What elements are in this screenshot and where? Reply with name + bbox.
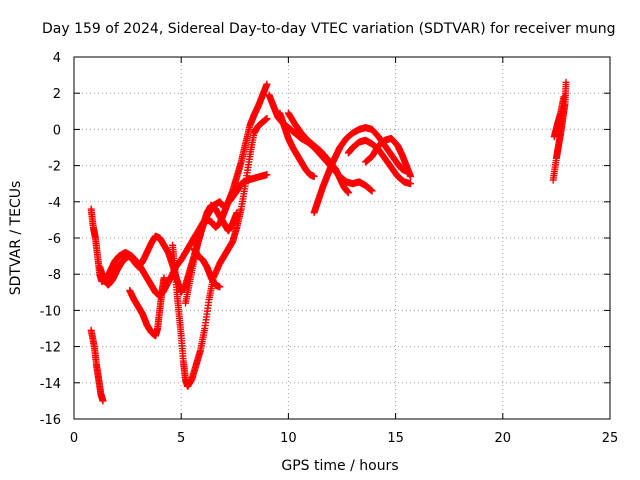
axis-ticks: 0 5 10 15 20 25 -16 -14 -12 -10 -8 -6 -4 -2 0 2 4 <box>40 51 619 446</box>
y-tick-label: -12 <box>40 341 61 356</box>
grid-lines <box>74 57 610 419</box>
y-tick-label: 2 <box>53 87 61 102</box>
x-tick-label: 5 <box>177 431 185 446</box>
x-tick-label: 0 <box>70 431 78 446</box>
chart-title: Day 159 of 2024, Sidereal Day-to-day VTE… <box>42 21 616 37</box>
y-tick-label: 0 <box>53 123 61 138</box>
series-trace-m <box>362 134 415 180</box>
data-point <box>310 172 318 180</box>
data-point <box>368 187 376 195</box>
y-tick-label: -6 <box>48 232 61 247</box>
data-point <box>233 209 241 217</box>
data-point <box>263 80 271 88</box>
data-point <box>562 78 570 86</box>
y-tick-label: -10 <box>40 304 61 319</box>
series-trace-o <box>550 93 568 141</box>
series-trace-l <box>344 136 415 188</box>
x-axis-label: GPS time / hours <box>281 458 398 474</box>
series-trace-d <box>126 274 168 340</box>
y-axis-label: SDTVAR / TECUs <box>8 181 24 296</box>
series-trace-i <box>276 109 318 180</box>
y-tick-label: -2 <box>48 160 61 175</box>
series-trace-g <box>181 201 241 307</box>
y-tick-label: -4 <box>48 196 61 211</box>
y-tick-label: 4 <box>53 51 61 66</box>
data-point <box>263 171 271 179</box>
data-series <box>87 78 570 405</box>
series-trace-k <box>310 124 410 217</box>
y-tick-label: -14 <box>40 377 61 392</box>
data-point <box>407 180 415 188</box>
data-point <box>216 283 224 291</box>
data-point <box>560 93 568 101</box>
data-point <box>160 274 168 282</box>
data-point <box>407 172 415 180</box>
x-tick-label: 25 <box>602 431 619 446</box>
x-tick-label: 10 <box>280 431 297 446</box>
y-tick-label: -16 <box>40 413 61 428</box>
data-point <box>263 115 271 123</box>
series-trace-j <box>284 109 352 197</box>
series-trace-a <box>87 326 107 405</box>
data-point <box>99 397 107 405</box>
y-tick-label: -8 <box>48 268 61 283</box>
x-tick-label: 15 <box>387 431 404 446</box>
data-point <box>344 189 352 197</box>
x-tick-label: 20 <box>495 431 512 446</box>
